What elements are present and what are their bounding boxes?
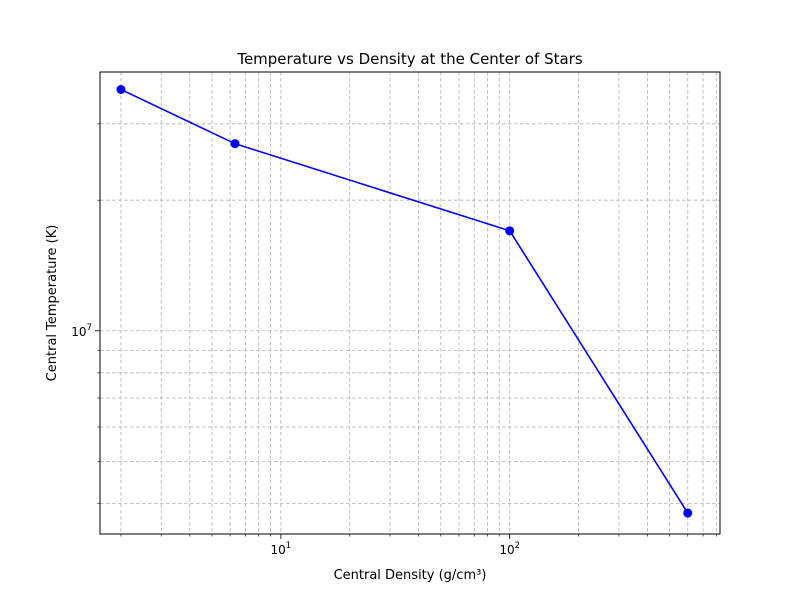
data-point: [683, 508, 693, 518]
y-tick-label: 107: [71, 323, 92, 339]
chart-title: Temperature vs Density at the Center of …: [236, 50, 583, 68]
x-tick-label-exponent: 2: [515, 541, 520, 551]
data-point: [230, 139, 240, 149]
data-series: [116, 84, 693, 518]
data-point: [505, 226, 515, 236]
x-tick-label: 102: [499, 541, 520, 557]
x-tick-label: 101: [271, 541, 292, 557]
grid-lines: [100, 72, 720, 534]
x-axis-label: Central Density (g/cm³): [334, 568, 487, 583]
y-tick-label-base: 10: [71, 325, 86, 339]
x-tick-label-base: 10: [271, 543, 286, 557]
x-tick-label-exponent: 1: [286, 541, 291, 551]
y-axis-label: Central Temperature (K): [45, 225, 60, 382]
y-tick-label-exponent: 7: [87, 323, 92, 333]
data-point: [116, 84, 126, 94]
series-line: [120, 88, 689, 514]
x-tick-label-base: 10: [499, 543, 514, 557]
plot-frame: [99, 71, 721, 535]
